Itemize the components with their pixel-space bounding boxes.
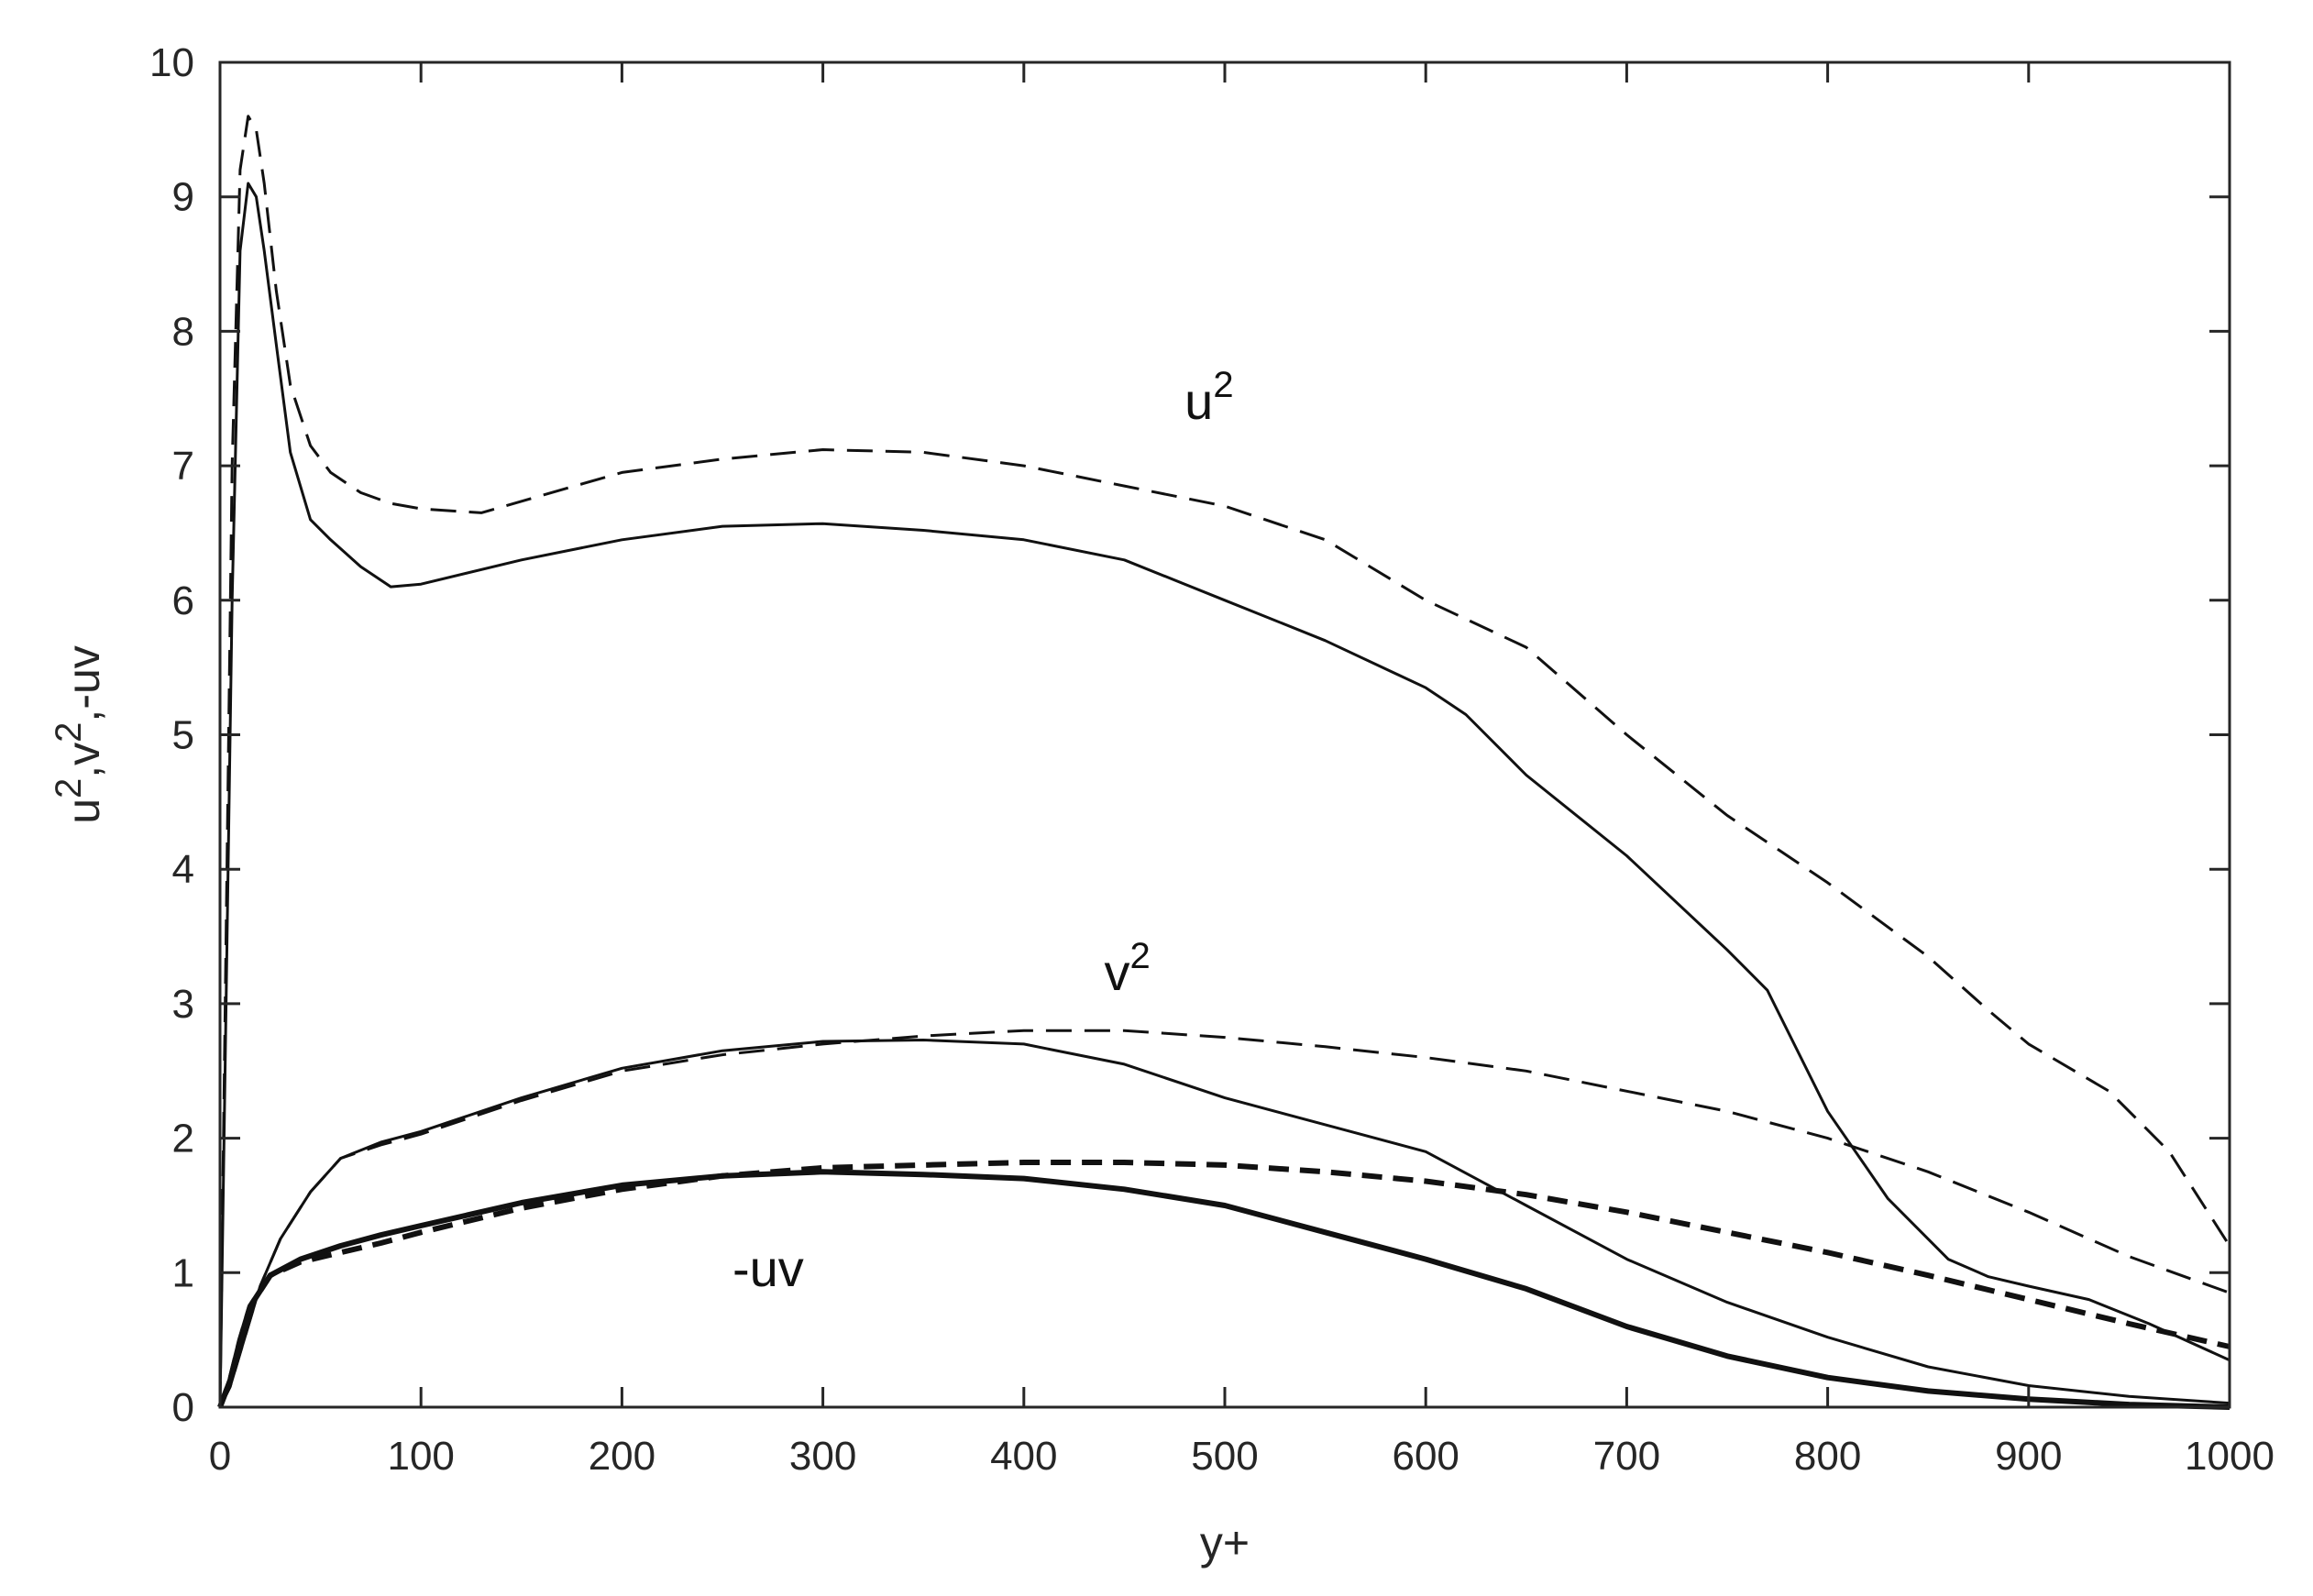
ticks-layer: 0 100 200 300 400 500 600 700 800 900 1000 0 1 2 3 4 5 6 7… xyxy=(149,40,2274,1479)
y-tick-label: 2 xyxy=(172,1117,194,1161)
x-tick-label: 900 xyxy=(1995,1434,2062,1479)
y-label-v: ,v xyxy=(58,743,109,778)
x-axis-label: y+ xyxy=(1200,1517,1250,1568)
series-line-u2-dashed xyxy=(218,115,2231,1408)
y-tick-label: 1 xyxy=(172,1250,194,1295)
y-tick-label: 10 xyxy=(149,40,194,85)
y-tick-label: 6 xyxy=(172,578,194,623)
x-tick-label: 100 xyxy=(387,1434,454,1479)
x-tick-label: 1000 xyxy=(2185,1434,2274,1479)
x-tick-label: 400 xyxy=(990,1434,1057,1479)
y-label-u: u xyxy=(58,798,109,824)
y-tick-label: 9 xyxy=(172,175,194,220)
annot-uv: -uv xyxy=(732,1239,804,1297)
x-tick-label: 300 xyxy=(789,1434,856,1479)
y-tick-label: 8 xyxy=(172,309,194,354)
x-tick-label: 800 xyxy=(1794,1434,1861,1479)
y-tick-label: 3 xyxy=(172,982,194,1027)
x-tick-label: 500 xyxy=(1191,1434,1258,1479)
y-tick-label: 4 xyxy=(172,847,194,892)
y-label-sup2: 2 xyxy=(49,722,89,743)
series-line-v2-solid xyxy=(218,1039,2230,1408)
y-label-sup1: 2 xyxy=(49,778,89,798)
series-line-v2-dashed xyxy=(218,1029,2230,1408)
x-tick-label: 600 xyxy=(1392,1434,1459,1479)
y-tick-label: 0 xyxy=(172,1385,194,1430)
annot-u2: u2 xyxy=(1184,365,1233,430)
y-tick-label: 7 xyxy=(172,444,194,489)
annot-v2: v2 xyxy=(1104,936,1150,1001)
y-tick-label: 5 xyxy=(172,713,194,758)
series-line-uv-dashed xyxy=(217,1160,2230,1409)
x-tick-label: 700 xyxy=(1593,1434,1660,1479)
y-axis-label: u2,v2,-uv xyxy=(49,645,109,824)
x-tick-label: 200 xyxy=(589,1434,655,1479)
series-line-u2-solid xyxy=(218,182,2230,1408)
annotations-layer: u2 v2 -uv xyxy=(732,365,1234,1297)
y-label-rest: ,-uv xyxy=(58,645,109,721)
series-layer xyxy=(217,115,2231,1410)
x-tick-label: 0 xyxy=(209,1434,231,1479)
series-line-uv-solid xyxy=(217,1169,2230,1410)
